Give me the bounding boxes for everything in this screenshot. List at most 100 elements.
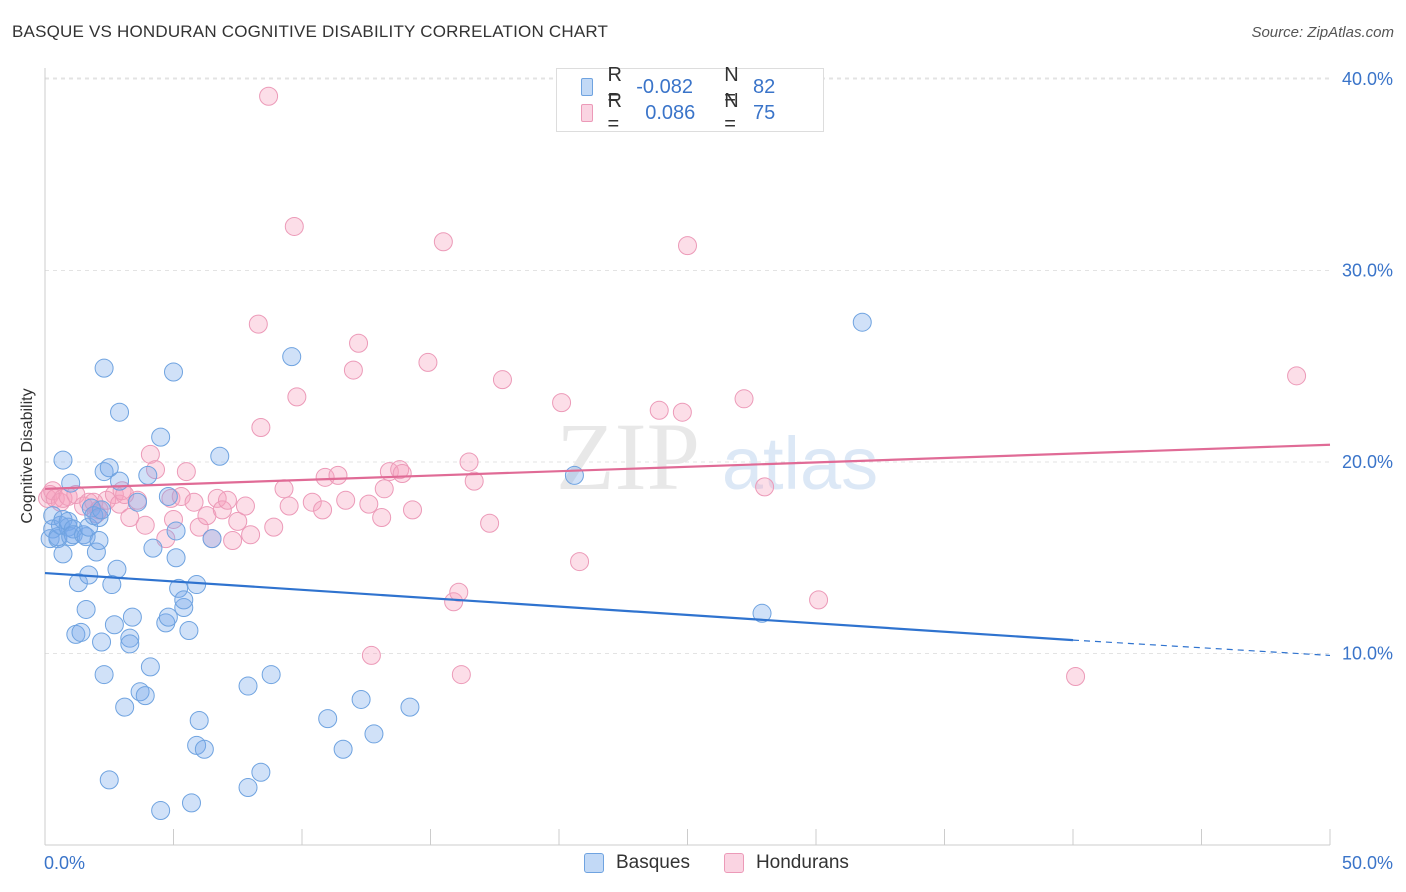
basque-point [282, 347, 302, 367]
basques-trend-line [44, 571, 1074, 642]
honduran-point [259, 86, 279, 106]
legend-item-hondurans[interactable]: Hondurans [723, 852, 849, 874]
honduran-point [372, 508, 392, 528]
basque-point [238, 778, 258, 798]
basque-point [189, 711, 209, 731]
legend-label-basques: Basques [616, 852, 690, 873]
basque-point [174, 598, 194, 618]
honduran-point [248, 314, 268, 334]
x-tick-label: 50.0% [1342, 853, 1393, 873]
basque-point [333, 739, 353, 759]
source-label: Source: ZipAtlas.com [1251, 24, 1394, 41]
basque-point [181, 793, 201, 813]
legend-item-basques[interactable]: Basques [584, 852, 690, 874]
honduran-point [374, 479, 394, 499]
basque-point [79, 517, 99, 537]
honduran-point [313, 500, 333, 520]
basque-point [318, 709, 338, 729]
basques-trend-extension [1072, 639, 1331, 657]
honduran-point [156, 529, 176, 549]
basque-point [187, 575, 207, 595]
basque-point [174, 590, 194, 610]
correlation-legend: R = -0.082 N = 82 R = 0.086 N = 75 [556, 64, 824, 135]
basque-point [179, 621, 199, 641]
honduran-point [552, 393, 572, 413]
honduran-point [570, 552, 590, 572]
basque-point [138, 465, 158, 485]
basque-point [92, 500, 112, 520]
honduran-point [1287, 366, 1307, 386]
honduran-point [349, 333, 369, 353]
legend-r-value: -0.082 [636, 75, 693, 98]
basque-point [94, 462, 114, 482]
legend-row-hondurans: R = 0.086 N = 75 [581, 90, 823, 135]
basque-point [151, 427, 171, 447]
honduran-point [120, 508, 140, 528]
basque-point [92, 632, 112, 652]
basque-point [261, 665, 281, 685]
basque-point [53, 544, 73, 564]
axes [44, 68, 1331, 846]
honduran-point [302, 492, 322, 512]
basque-point [169, 578, 189, 598]
basque-point [122, 607, 142, 627]
basque-point [202, 529, 222, 549]
basque-point [61, 473, 81, 493]
basque-point [71, 622, 91, 642]
honduran-point [228, 511, 248, 531]
basque-point [158, 607, 178, 627]
honduran-point [217, 490, 237, 510]
basque-point [364, 724, 384, 744]
honduran-point [392, 463, 412, 483]
honduran-point [135, 515, 155, 535]
y-tick-label: 10.0% [1342, 644, 1393, 664]
basque-point [164, 362, 183, 382]
honduran-point [284, 216, 304, 236]
basque-point [76, 599, 96, 619]
basque-point [86, 542, 106, 562]
basque-point [104, 615, 124, 635]
basque-point [564, 465, 584, 485]
basque-point [151, 801, 171, 821]
honduran-point [678, 236, 697, 256]
honduran-point [336, 490, 356, 510]
honduran-point [464, 471, 484, 491]
honduran-point [361, 645, 381, 665]
basque-point [251, 762, 271, 782]
honduran-point [176, 462, 196, 482]
honduran-point [672, 402, 692, 422]
honduran-point [189, 517, 209, 537]
honduran-point [451, 665, 471, 685]
basque-point [120, 628, 140, 648]
honduran-point [1066, 666, 1086, 686]
basque-point [120, 634, 140, 654]
series-legend: Basques Hondurans [584, 852, 883, 874]
honduran-point [359, 494, 379, 514]
honduran-point [140, 444, 160, 464]
honduran-point [492, 370, 512, 390]
basque-point [166, 548, 186, 568]
honduran-point [274, 479, 294, 499]
legend-n-label: N = [724, 90, 739, 135]
hondurans-trend-line [44, 443, 1331, 490]
legend-r-label: R = [607, 64, 622, 109]
grid-lines [45, 77, 1330, 654]
basque-point [852, 312, 872, 332]
honduran-point [279, 496, 299, 516]
basque-point [752, 603, 772, 623]
basque-point [102, 575, 122, 595]
y-tick-label: 30.0% [1342, 261, 1393, 281]
basque-point [89, 508, 109, 528]
basque-point [107, 559, 127, 579]
basques-points [40, 312, 872, 821]
basque-point [110, 402, 130, 422]
honduran-point [433, 232, 453, 252]
basque-point [158, 486, 178, 506]
honduran-point [251, 418, 271, 438]
hondurans-swatch [723, 853, 744, 873]
honduran-point [403, 500, 423, 520]
basque-point [194, 739, 214, 759]
chart-title: BASQUE VS HONDURAN COGNITIVE DISABILITY … [12, 22, 609, 41]
basque-point [128, 492, 148, 512]
